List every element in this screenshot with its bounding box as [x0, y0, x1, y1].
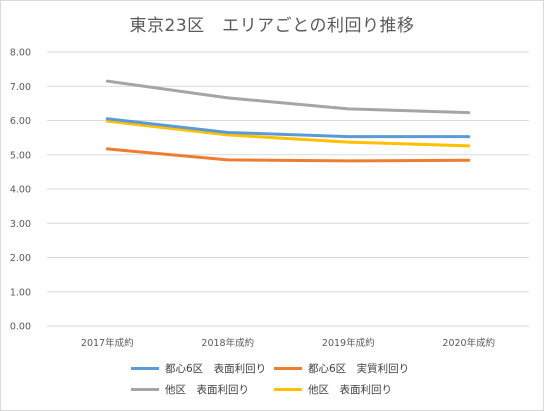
x-tick-label: 2018年成約 [201, 337, 254, 349]
y-tick-label: 3.00 [10, 219, 31, 230]
series-line-2 [105, 147, 471, 163]
legend-label-series-3: 他区 表面利回り [165, 384, 249, 396]
legend-swatch-series-4 [274, 388, 302, 391]
y-tick-label: 2.00 [10, 253, 31, 264]
x-tick-label: 2020年成約 [442, 337, 495, 349]
legend-item-series-3: 他区 表面利回り [131, 382, 249, 397]
legend-label-series-1: 都心6区 表面利回り [165, 363, 267, 375]
legend-item-series-2: 都心6区 実質利回り [274, 361, 409, 376]
y-tick-label: 4.00 [10, 185, 31, 196]
series-line-4 [105, 119, 471, 148]
x-tick-label: 2017年成約 [81, 337, 134, 349]
y-tick-label: 5.00 [10, 150, 31, 161]
legend-item-series-4: 他区 表面利回り [274, 382, 392, 397]
legend-label-series-4: 他区 表面利回り [308, 384, 392, 396]
x-axis-tick-labels: 2017年成約 2018年成約 2019年成約 2020年成約 [81, 337, 495, 349]
legend-swatch-series-1 [131, 367, 159, 370]
series-line-3 [105, 79, 471, 115]
y-tick-label: 0.00 [10, 322, 31, 333]
series-line-1 [105, 117, 471, 139]
y-axis-tick-labels: 0.00 1.00 2.00 3.00 4.00 5.00 6.00 7.00 8.00 [10, 48, 31, 333]
y-tick-label: 1.00 [10, 287, 31, 298]
legend-item-series-1: 都心6区 表面利回り [131, 361, 266, 376]
x-tick-label: 2019年成約 [322, 337, 375, 349]
legend-label-series-2: 都心6区 実質利回り [308, 363, 410, 375]
series-lines [105, 79, 471, 163]
y-tick-label: 6.00 [10, 116, 31, 127]
chart-title: 東京23区 エリアごとの利回り推移 [129, 16, 415, 36]
gridlines [47, 51, 529, 327]
y-tick-label: 8.00 [10, 48, 31, 59]
y-tick-label: 7.00 [10, 82, 31, 93]
legend-swatch-series-2 [274, 367, 302, 370]
legend-swatch-series-3 [131, 388, 159, 391]
